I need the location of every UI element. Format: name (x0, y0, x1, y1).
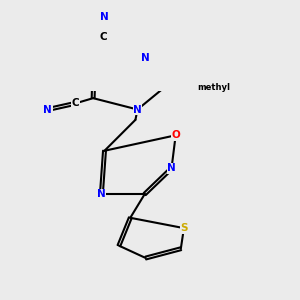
Text: methyl: methyl (197, 83, 230, 92)
Text: N: N (44, 104, 52, 115)
Text: N: N (167, 163, 176, 173)
Text: S: S (180, 223, 188, 233)
Text: C: C (72, 98, 80, 108)
Text: N: N (133, 104, 142, 115)
Text: O: O (171, 130, 180, 140)
Text: N: N (141, 53, 150, 63)
Text: N: N (100, 12, 109, 22)
Text: N: N (97, 189, 106, 199)
Text: C: C (100, 32, 107, 42)
